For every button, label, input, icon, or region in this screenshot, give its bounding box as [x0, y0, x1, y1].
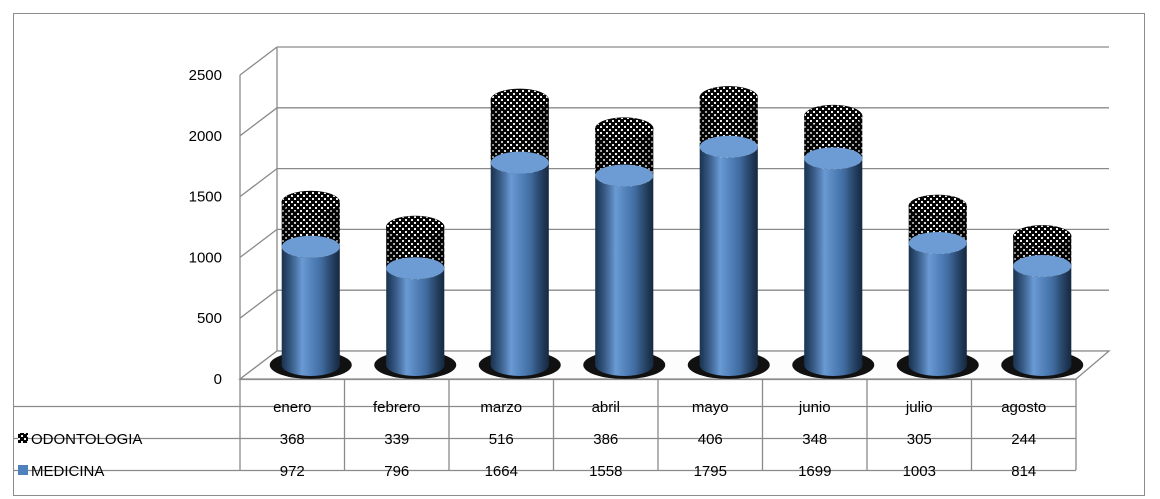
bar-medicina-top [595, 164, 654, 187]
y-tick-label: 2000 [189, 128, 222, 145]
bar-medicina-top [281, 235, 340, 258]
bar-medicina-shade [595, 175, 654, 377]
category-label: julio [905, 399, 933, 416]
bar-medicina-top [699, 135, 758, 158]
bar-mayo [687, 86, 770, 379]
bar-medicina-shade [1013, 266, 1072, 377]
legend-label: ODONTOLOGIA [31, 431, 142, 448]
bar-medicina-shade [490, 162, 549, 377]
category-label: agosto [1001, 399, 1046, 416]
bar-agosto [1001, 225, 1084, 379]
data-table: enero febrero marzo abril mayo junio julio agos… [13, 378, 1077, 480]
bar-medicina-shade [386, 268, 445, 377]
gridline-depth [239, 168, 278, 198]
gridline-depth [239, 289, 278, 319]
bar-medicina-top [908, 232, 967, 255]
table-cell: 814 [1011, 463, 1036, 480]
y-tick-label: 1000 [189, 249, 222, 266]
bar-medicina-top [490, 151, 549, 174]
category-label: febrero [373, 399, 421, 416]
table-cell: 1558 [589, 463, 622, 480]
bar-odontologia-cap [386, 215, 445, 239]
bar-odontologia-cap [490, 88, 549, 112]
bar-medicina-shade [281, 246, 340, 377]
bar-julio [896, 194, 979, 379]
bar-medicina-shade [804, 158, 863, 377]
bar-febrero [374, 215, 457, 379]
y-tick-label: 500 [197, 310, 222, 327]
table-cell: 244 [1011, 431, 1036, 448]
category-label: junio [798, 399, 831, 416]
bars-layer [269, 86, 1084, 379]
table-cell: 972 [280, 463, 305, 480]
table-cell: 386 [593, 431, 618, 448]
table-cell: 1795 [694, 463, 727, 480]
bar-medicina-top [386, 257, 445, 280]
bar-odontologia-cap [595, 117, 654, 140]
table-cell: 348 [802, 431, 827, 448]
table-cell: 339 [384, 431, 409, 448]
legend-label: MEDICINA [31, 463, 104, 480]
legend-swatch [18, 433, 28, 443]
bar-odontologia-cap [1013, 225, 1072, 248]
table-cell: 406 [698, 431, 723, 448]
bar-odontologia-cap [908, 194, 967, 218]
bar-abril [583, 117, 666, 379]
bar-odontologia-cap [804, 104, 863, 128]
table-cell: 1699 [798, 463, 831, 480]
bar-medicina-top [804, 147, 863, 170]
table-cell: 1003 [903, 463, 936, 480]
category-label: enero [273, 399, 311, 416]
bar-odontologia-cap [699, 86, 758, 109]
bar-medicina-shade [908, 243, 967, 377]
legend-swatch [18, 465, 28, 475]
gridline-depth [239, 228, 278, 258]
table-cell: 305 [907, 431, 932, 448]
y-tick-label: 2500 [189, 67, 222, 84]
category-label: marzo [480, 399, 522, 416]
bar-enero [269, 190, 352, 379]
gridline-depth [239, 46, 278, 76]
y-tick-label: 1500 [189, 189, 222, 206]
table-cell: 368 [280, 431, 305, 448]
category-label: abril [592, 399, 620, 416]
category-label: mayo [692, 399, 729, 416]
y-axis: 0 500 1000 1500 2000 2500 [189, 67, 222, 388]
table-cell: 516 [489, 431, 514, 448]
bar-medicina-top [1013, 255, 1072, 278]
y-tick-label: 0 [214, 371, 222, 388]
bar-marzo [478, 88, 561, 379]
bar-medicina-shade [699, 146, 758, 377]
bar-junio [792, 104, 875, 379]
chart-walls [238, 46, 1111, 380]
table-cell: 796 [384, 463, 409, 480]
bar-odontologia-cap [281, 190, 340, 214]
gridline-depth [239, 107, 278, 137]
table-cell: 1664 [485, 463, 518, 480]
